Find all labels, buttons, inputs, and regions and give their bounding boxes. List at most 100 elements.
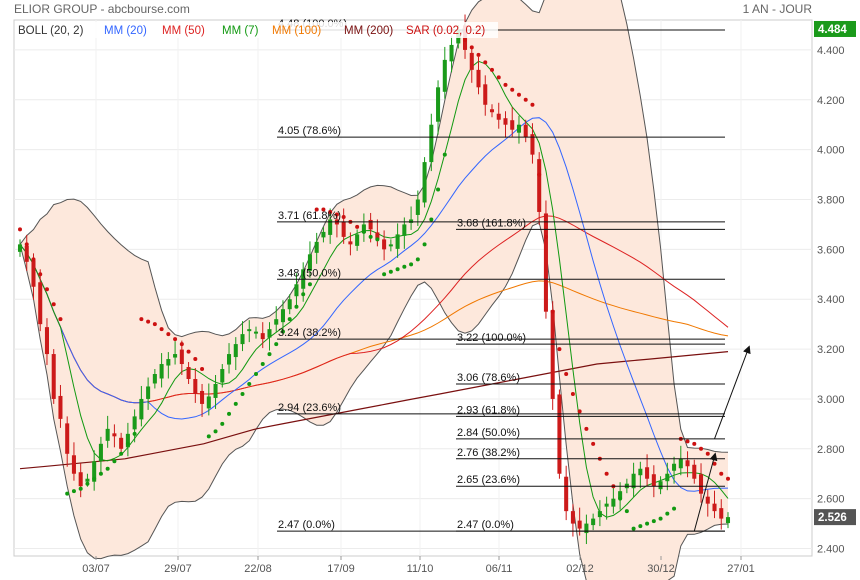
candle-body <box>220 369 225 383</box>
candle-body <box>712 503 717 512</box>
candle-body <box>651 474 656 487</box>
candle-body <box>152 374 157 384</box>
fib-label: 3.71 (61.8%) <box>278 210 341 222</box>
sar-dot <box>564 372 569 377</box>
sar-dot <box>307 282 312 287</box>
fib-label: 3.24 (38.2%) <box>278 327 341 339</box>
sar-dot <box>537 172 542 177</box>
sar-dot <box>415 257 420 262</box>
sar-dot <box>280 329 285 334</box>
candle-body <box>483 84 488 105</box>
candle-body <box>58 395 63 419</box>
candle-body <box>543 213 548 312</box>
sar-dot <box>146 319 151 324</box>
candle-body <box>193 378 198 394</box>
trend-arrow <box>693 452 718 532</box>
ma200-line <box>19 351 729 470</box>
sar-dot <box>658 516 663 521</box>
sar-dot <box>166 332 171 337</box>
sar-dot <box>476 52 481 57</box>
sar-dot <box>543 234 548 239</box>
candle-body <box>200 390 205 404</box>
candle-body <box>179 349 184 365</box>
candle-body <box>591 518 596 526</box>
candle-body <box>409 219 414 223</box>
sar-dot <box>287 317 292 322</box>
candle-body <box>395 234 400 249</box>
candle-body <box>348 241 353 245</box>
sar-dot <box>584 426 589 431</box>
candle-body <box>442 59 447 92</box>
sar-dot <box>200 367 205 372</box>
candle-body <box>355 234 360 246</box>
sar-dot <box>173 337 178 342</box>
sar-dot <box>125 441 130 446</box>
candle-body <box>51 354 56 399</box>
sar-dot <box>624 509 629 514</box>
candle-body <box>92 461 97 482</box>
candle-body <box>530 134 535 155</box>
candle-body <box>139 398 144 420</box>
sar-dot <box>705 451 710 456</box>
candle-body <box>375 232 380 240</box>
candle-body <box>705 496 710 504</box>
ma20-line <box>19 117 729 492</box>
candle-body <box>98 443 103 462</box>
legend-item: MM (20) <box>104 25 147 37</box>
sar-dot <box>179 342 184 347</box>
trend-arrow <box>714 345 751 440</box>
fib-label: 2.47 (0.0%) <box>457 519 514 531</box>
price-labels: 4.484 2.526 <box>814 20 856 526</box>
candle-body <box>112 433 117 437</box>
candle-body <box>240 334 245 345</box>
sar-dot <box>65 491 70 496</box>
sar-dot <box>699 446 704 451</box>
sar-dot <box>92 476 97 481</box>
sar-dot <box>422 242 427 247</box>
bollinger-bands <box>19 0 729 580</box>
candle-body <box>476 69 481 88</box>
sar-dot <box>274 342 279 347</box>
trend-arrows <box>693 345 751 532</box>
candle-body <box>65 423 70 454</box>
sar-dot <box>51 302 56 307</box>
y-tick-label: 3.800 <box>817 194 845 206</box>
candle-body <box>24 245 29 262</box>
sar-dot <box>672 506 677 511</box>
sar-dot <box>186 349 191 354</box>
sar-dot <box>361 229 366 234</box>
y-axis: 2.400 2.600 2.800 3.000 3.200 3.400 3.600 3.800… <box>817 45 845 556</box>
ma7-line <box>19 60 729 518</box>
candle-body <box>611 498 616 507</box>
sar-dot <box>267 352 272 357</box>
sar-dot <box>220 421 225 426</box>
sar-dot <box>402 264 407 269</box>
sar-dot <box>206 434 211 439</box>
sar-dot <box>429 217 434 222</box>
legend-item: MM (50) <box>162 25 205 37</box>
candle-body <box>618 491 623 499</box>
candle-body <box>564 476 569 512</box>
y-tick-label: 4.000 <box>817 145 845 157</box>
sar-dot <box>469 45 474 50</box>
chart-title: ELIOR GROUP - abcbourse.com <box>14 2 190 16</box>
sar-dot <box>638 524 643 529</box>
sar-dot <box>132 431 137 436</box>
y-tick-label: 3.400 <box>817 294 845 306</box>
y-tick-label: 3.600 <box>817 244 845 256</box>
sar-dot <box>260 362 265 367</box>
candle-body <box>550 310 555 399</box>
sar-dot <box>227 411 232 416</box>
sar-dot <box>712 461 717 466</box>
candle-body <box>584 523 589 534</box>
legend: BOLL (20, 2) MM (20) MM (50) MM (7) MM (100)… <box>18 25 485 37</box>
x-tick-label: 06/11 <box>486 563 513 575</box>
x-tick-label: 22/08 <box>244 563 272 575</box>
fib-label: 3.22 (100.0%) <box>457 332 526 344</box>
sar-dot <box>463 37 468 42</box>
fib-label: 2.93 (61.8%) <box>457 404 520 416</box>
candle-body <box>341 221 346 237</box>
fibonacci-levels: 4.48 (100.0%)4.05 (78.6%)3.71 (61.8%)3.4… <box>277 18 725 532</box>
sar-dot <box>577 409 582 414</box>
x-tick-label: 02/12 <box>566 563 594 575</box>
